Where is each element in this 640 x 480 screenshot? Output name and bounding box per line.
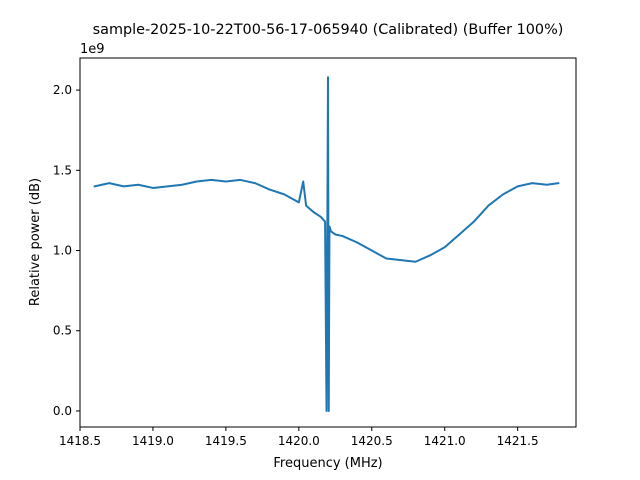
x-tick-label: 1421.5 — [497, 434, 539, 448]
x-tick-label: 1419.0 — [132, 434, 174, 448]
y-offset-label: 1e9 — [80, 42, 105, 57]
x-tick-label: 1418.5 — [59, 434, 101, 448]
y-tick-label: 0.0 — [53, 404, 72, 418]
x-tick-label: 1420.5 — [351, 434, 393, 448]
x-axis-label: Frequency (MHz) — [273, 456, 382, 471]
x-tick-label: 1420.0 — [278, 434, 320, 448]
y-tick-label: 0.5 — [53, 324, 72, 338]
x-tick-label: 1421.0 — [424, 434, 466, 448]
y-axis-label: Relative power (dB) — [28, 178, 43, 306]
axes-frame — [79, 57, 577, 428]
series-line-0 — [93, 76, 560, 412]
y-tick-label: 2.0 — [53, 83, 72, 97]
chart-title: sample-2025-10-22T00-56-17-065940 (Calib… — [93, 22, 564, 38]
y-tick-label: 1.5 — [53, 163, 72, 177]
y-tick-label: 1.0 — [53, 244, 72, 258]
plot-area: 1418.5 1419.0 1419.5 1420.0 1420.5 1421.0 1421… — [53, 57, 577, 448]
x-tick-label: 1419.5 — [205, 434, 247, 448]
